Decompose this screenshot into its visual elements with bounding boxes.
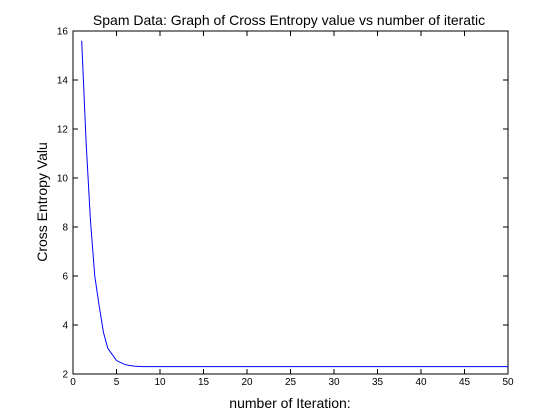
x-axis-label: number of Iteration: xyxy=(229,395,350,411)
x-tick-label: 20 xyxy=(241,377,253,388)
x-tick-label: 30 xyxy=(328,377,340,388)
x-tick-label: 35 xyxy=(372,377,384,388)
y-tick-label: 6 xyxy=(62,272,68,283)
y-tick-label: 16 xyxy=(57,27,69,38)
y-tick-label: 10 xyxy=(57,174,69,185)
chart-title: Spam Data: Graph of Cross Entropy value … xyxy=(93,12,485,28)
x-tick-label: 15 xyxy=(198,377,210,388)
x-tick-label: 40 xyxy=(415,377,427,388)
tick-group: 0 5 10 15 20 25 30 35 40 45 50 2 4 6 8 10 12 14 16 xyxy=(57,27,514,389)
x-tick-label: 25 xyxy=(285,377,297,388)
y-tick-label: 14 xyxy=(57,76,69,87)
series-group xyxy=(81,40,508,368)
x-tick-label: 10 xyxy=(154,377,166,388)
plot-area xyxy=(72,30,509,375)
series-line xyxy=(81,40,508,368)
y-tick-label: 2 xyxy=(62,370,68,381)
x-tick-label: 50 xyxy=(502,377,514,388)
y-axis-label: Cross Entropy Valu xyxy=(34,142,50,262)
x-tick-label: 45 xyxy=(459,377,471,388)
x-tick-label: 5 xyxy=(114,377,120,388)
y-tick-label: 4 xyxy=(62,321,68,332)
x-tick-label: 0 xyxy=(70,377,76,388)
y-tick-label: 8 xyxy=(62,223,68,234)
y-tick-label: 12 xyxy=(57,125,69,136)
